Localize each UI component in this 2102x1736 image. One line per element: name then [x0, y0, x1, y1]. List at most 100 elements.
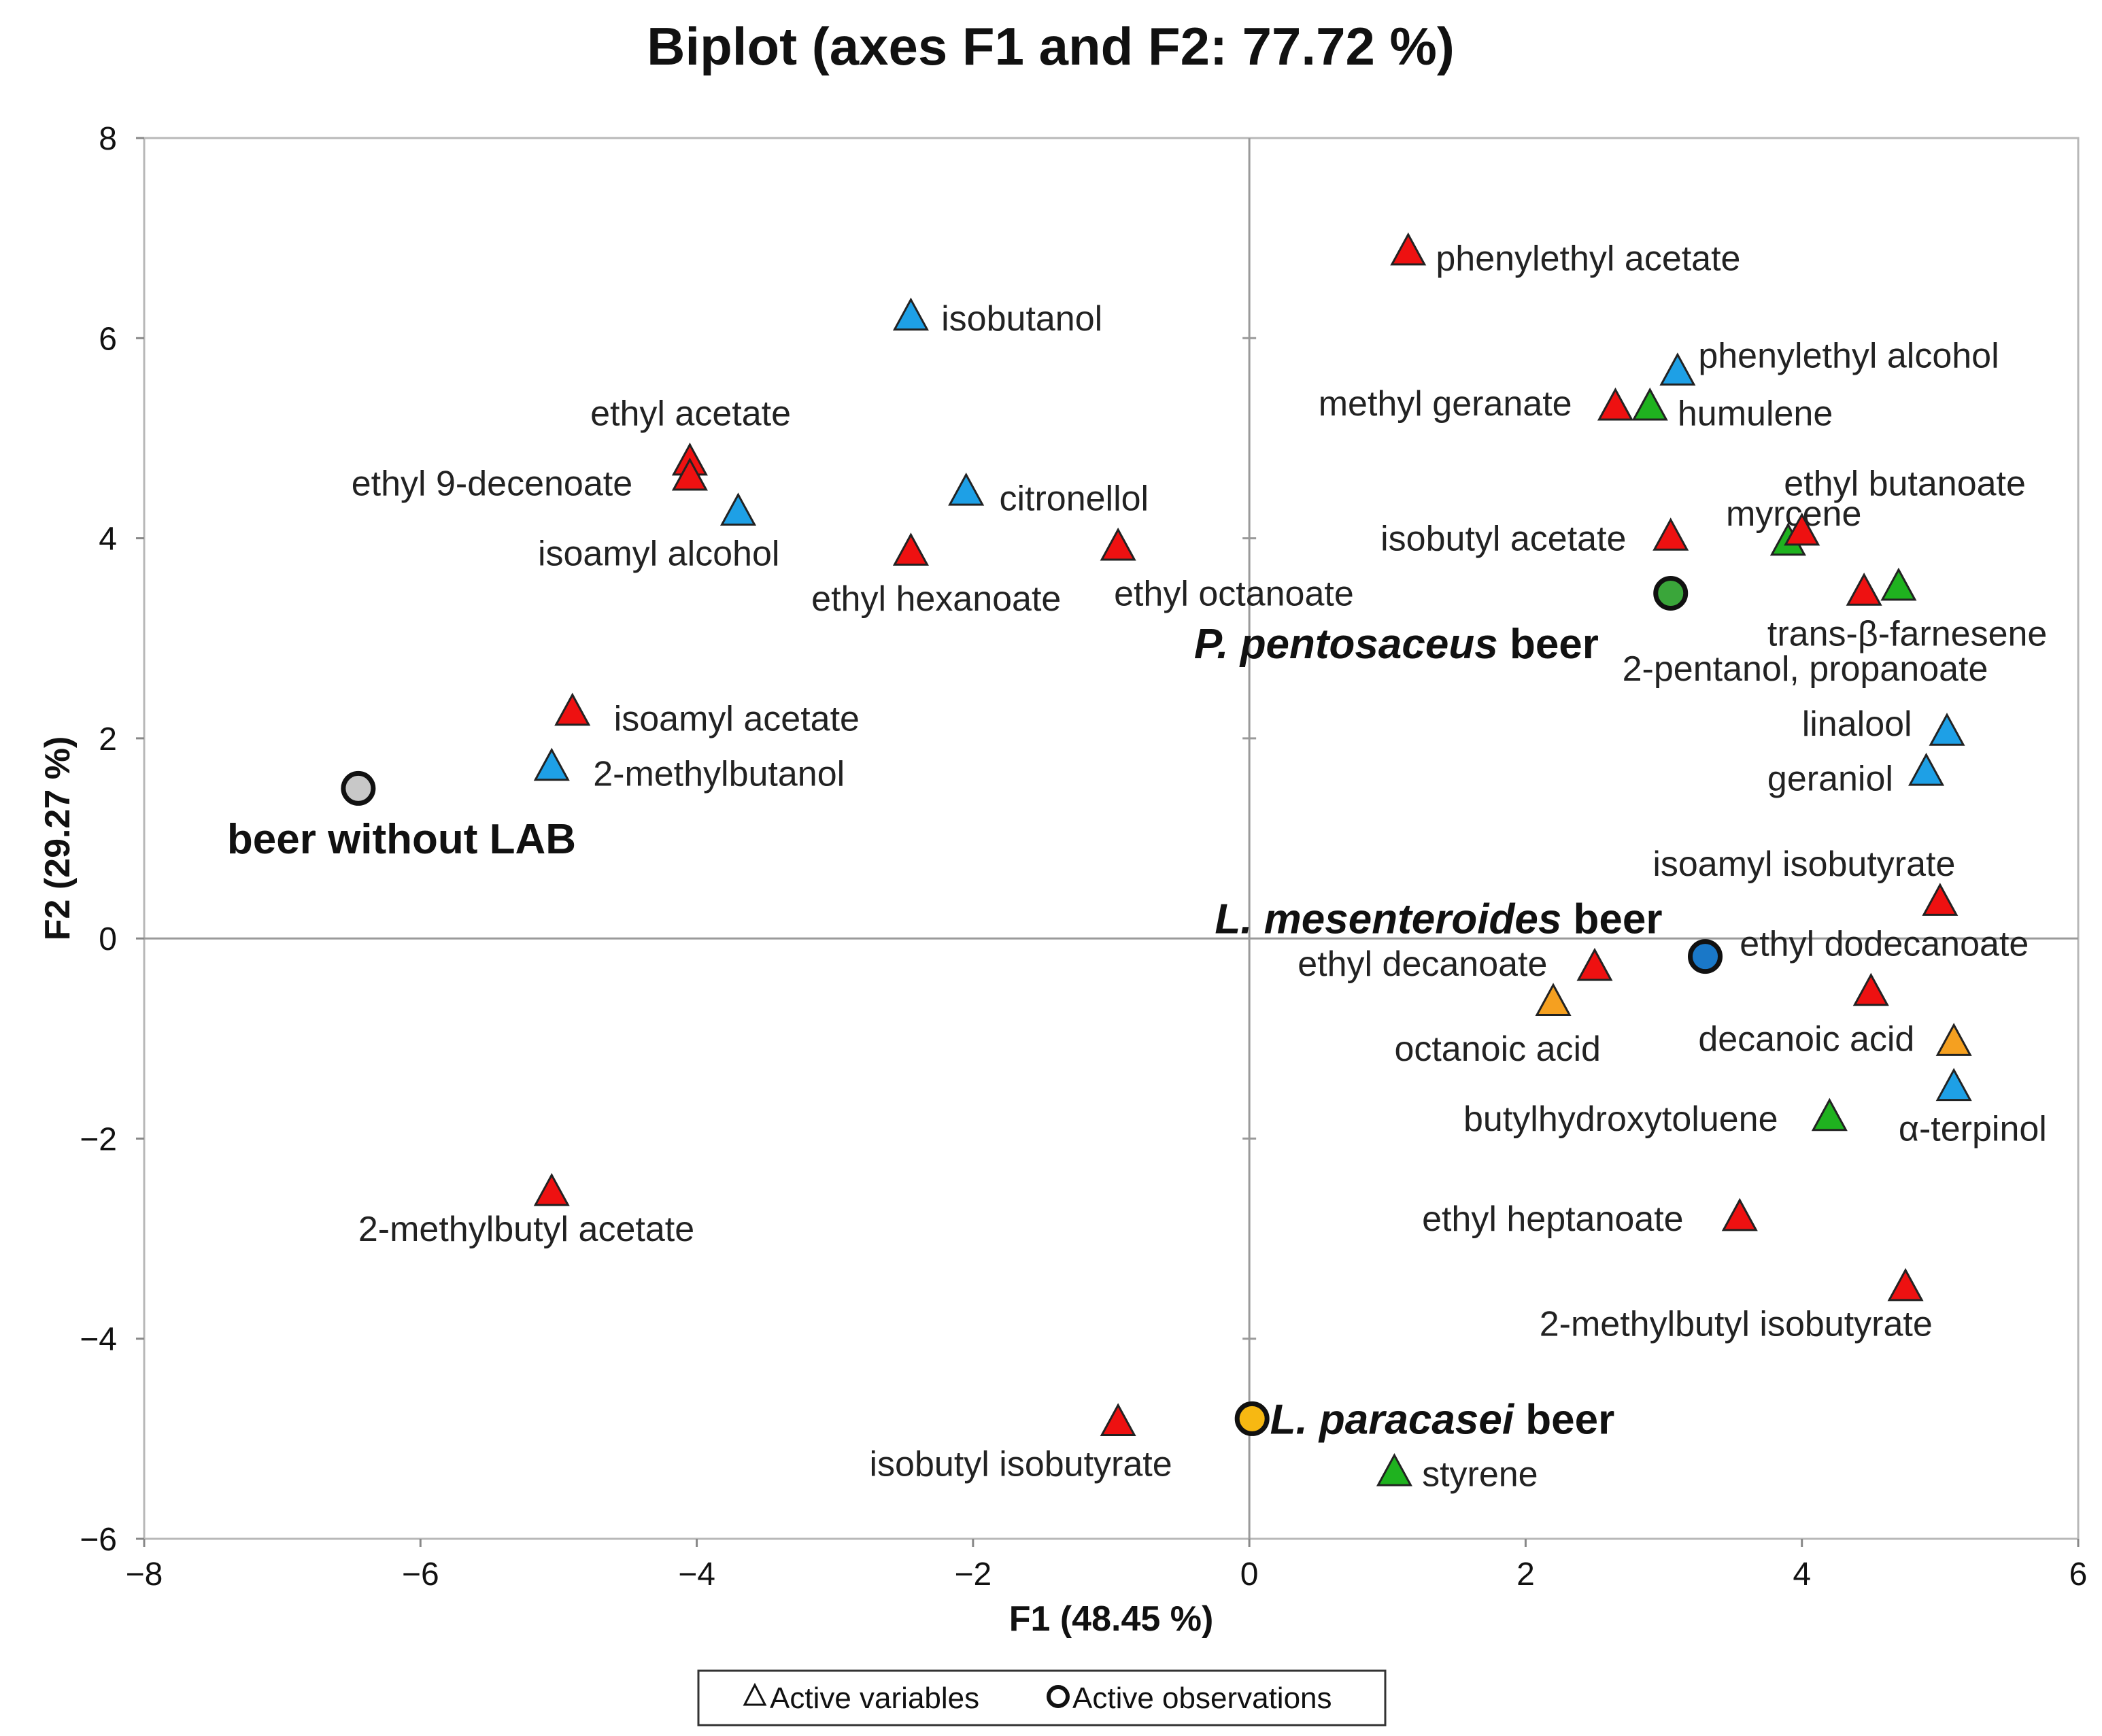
- y-axis-label: F2 (29.27 %): [38, 736, 78, 941]
- variable-marker: [671, 457, 708, 491]
- variable-label: ethyl decanoate: [1298, 944, 1547, 984]
- variable-label: citronellol: [999, 479, 1149, 519]
- observation-label: beer without LAB: [227, 816, 576, 863]
- y-tick-label: 8: [99, 121, 117, 157]
- x-tick-label: 6: [2069, 1556, 2088, 1593]
- variable-label: ethyl butanoate: [1784, 464, 2026, 504]
- y-tick-label: −6: [80, 1522, 117, 1558]
- variables-layer: phenylethyl acetate isobutanol phenylethyl…: [352, 232, 2047, 1494]
- variable-label: isoamyl acetate: [614, 699, 860, 738]
- variable-marker: [1846, 573, 1882, 606]
- variable-label: ethyl acetate: [590, 394, 791, 434]
- plot-frame: [143, 137, 2080, 1540]
- variable-label: ethyl 9-decenoate: [352, 464, 632, 504]
- variable-marker: [1929, 713, 1965, 746]
- variable-label: trans-β-farnesene: [1767, 614, 2047, 653]
- variable-marker: [1535, 983, 1572, 1017]
- variable-label: isoamyl isobutyrate: [1652, 845, 1955, 884]
- variable-label: linalool: [1802, 704, 1912, 744]
- variable-marker: [1784, 512, 1820, 546]
- variable-marker: [892, 532, 929, 566]
- variable-label: 2-pentanol, propanoate: [1623, 649, 1988, 689]
- variable-marker: [1390, 232, 1427, 266]
- chart-title: Biplot (axes F1 and F2: 77.72 %): [647, 16, 1455, 76]
- observation-marker: [1653, 576, 1689, 611]
- variable-label: styrene: [1422, 1454, 1538, 1494]
- observations-layer: beer without LAB P. pentosaceus beer L. me…: [227, 576, 1723, 1443]
- variable-marker: [719, 492, 757, 526]
- variable-label: ethyl hexanoate: [811, 579, 1061, 619]
- zero-lines: [144, 138, 2078, 1539]
- variable-marker: [948, 472, 985, 506]
- axis-ticks: [136, 137, 2080, 1547]
- observation-marker: [341, 770, 376, 806]
- y-tick-label: 2: [99, 721, 117, 758]
- variable-label: isobutyl acetate: [1380, 520, 1626, 559]
- legend-box: [697, 1669, 1387, 1726]
- variable-marker: [533, 747, 570, 781]
- variable-label: decanoic acid: [1698, 1019, 1914, 1059]
- y-tick-label: −4: [80, 1322, 117, 1358]
- variable-marker: [1935, 1068, 1972, 1102]
- variable-label: 2-methylbutyl isobutyrate: [1540, 1305, 1933, 1344]
- variable-marker: [1852, 972, 1889, 1006]
- variable-label: isobutanol: [941, 299, 1102, 339]
- variable-marker: [1100, 1403, 1136, 1437]
- observation-marker: [1234, 1401, 1270, 1436]
- variable-marker: [554, 692, 591, 726]
- variable-marker: [1100, 527, 1136, 561]
- variable-label: ethyl octanoate: [1114, 575, 1354, 614]
- variable-marker: [1887, 1267, 1924, 1301]
- variable-label: isoamyl alcohol: [538, 534, 780, 574]
- x-tick-label: 2: [1516, 1556, 1535, 1593]
- observation-marker: [1688, 939, 1723, 974]
- variable-marker: [1922, 883, 1959, 916]
- legend-label-variables: Active variables: [770, 1682, 979, 1715]
- observation-label: L. mesenteroides beer: [1215, 896, 1662, 943]
- observation-label: L. paracasei beer: [1270, 1396, 1615, 1443]
- variable-marker: [1576, 947, 1613, 981]
- legend-circle-marker: [1047, 1685, 1070, 1708]
- x-axis-label: F1 (48.45 %): [1009, 1599, 1214, 1639]
- x-tick-label: 4: [1793, 1556, 1811, 1593]
- variable-marker: [533, 1172, 570, 1206]
- y-tick-label: 0: [99, 921, 117, 957]
- legend: Active variables Active observations: [697, 1669, 1387, 1726]
- variable-label: phenylethyl acetate: [1436, 239, 1740, 279]
- variable-label: humulene: [1678, 394, 1833, 434]
- variable-label: ethyl heptanoate: [1422, 1199, 1684, 1239]
- variable-label: butylhydroxytoluene: [1463, 1100, 1778, 1139]
- legend-label-observations: Active observations: [1072, 1682, 1332, 1715]
- y-tick-label: 6: [99, 321, 117, 357]
- y-tick-label: 4: [99, 522, 117, 558]
- y-tick-label: −2: [80, 1121, 117, 1157]
- variable-marker: [1811, 1097, 1848, 1131]
- variable-label: 2-methylbutyl acetate: [358, 1210, 694, 1249]
- variable-marker: [1721, 1197, 1758, 1231]
- variable-label: phenylethyl alcohol: [1698, 336, 1999, 375]
- variable-label: 2-methylbutanol: [593, 754, 845, 794]
- variable-label: α-terpinol: [1899, 1110, 2047, 1149]
- variable-marker: [1597, 387, 1633, 421]
- legend-triangle-marker: [743, 1682, 767, 1706]
- variable-marker: [1908, 752, 1945, 786]
- x-tick-label: −4: [678, 1556, 715, 1593]
- variable-label: ethyl dodecanoate: [1740, 925, 2029, 964]
- variable-label: methyl geranate: [1319, 384, 1572, 424]
- variable-marker: [1935, 1023, 1972, 1056]
- variable-label: octanoic acid: [1394, 1029, 1601, 1069]
- variable-marker: [1659, 352, 1696, 386]
- variable-marker: [1652, 517, 1689, 551]
- variable-marker: [1631, 387, 1668, 421]
- variable-marker: [892, 297, 929, 331]
- variable-marker: [1376, 1452, 1412, 1486]
- x-tick-label: −2: [954, 1556, 991, 1593]
- variable-marker: [1880, 567, 1917, 601]
- x-tick-label: −6: [402, 1556, 439, 1593]
- x-tick-label: 0: [1240, 1556, 1259, 1593]
- variable-label: geraniol: [1767, 760, 1893, 799]
- observation-label: P. pentosaceus beer: [1194, 621, 1599, 668]
